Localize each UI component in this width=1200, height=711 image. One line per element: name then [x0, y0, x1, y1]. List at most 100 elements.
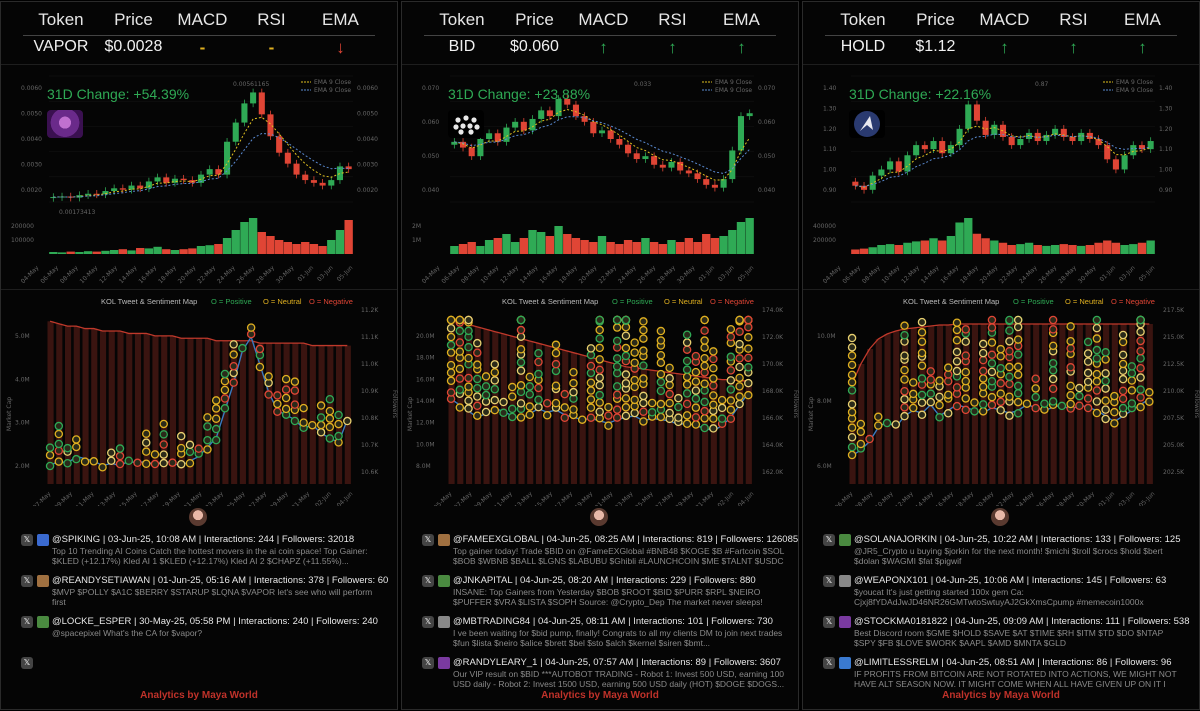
price-chart[interactable]: 0.070 0.070 0.060 0.060 0.050 0.050 0.040 0.040… — [402, 68, 800, 286]
legend-positive: O = Positive — [211, 297, 252, 306]
tweet-item[interactable]: 𝕏 @RANDYLEARY_1 | 04-Jun-25, 07:57 AM | I… — [422, 655, 788, 695]
tweet-header[interactable]: @STOCKMA0181822 | 04-Jun-25, 09:09 AM | … — [854, 616, 1190, 627]
tweet-header[interactable]: @MBTRADING84 | 04-Jun-25, 08:11 AM | Int… — [453, 616, 773, 627]
date-tick: 10-May — [480, 264, 501, 285]
token-row[interactable]: VAPOR $0.0028 - - ↓ — [23, 38, 375, 60]
tweet-header[interactable]: @WEAPONX101 | 04-Jun-25, 10:06 AM | Inte… — [854, 575, 1167, 586]
x-logo-icon[interactable]: 𝕏 — [823, 616, 835, 628]
candle — [451, 141, 458, 145]
candle — [232, 122, 239, 142]
tweet-bubble — [847, 333, 857, 343]
tweet-bubble — [343, 416, 352, 426]
tweet-item[interactable]: 𝕏 @MBTRADING84 | 04-Jun-25, 08:11 AM | In… — [422, 614, 788, 654]
tweet-header[interactable]: @FAMEEXGLOBAL | 04-Jun-25, 08:25 AM | In… — [453, 534, 799, 545]
token-symbol: BID — [448, 38, 476, 55]
x-logo-icon[interactable]: 𝕏 — [823, 575, 835, 587]
price-chart[interactable]: 1.40 1.40 1.30 1.30 1.20 1.20 1.10 1.10 1.00 1.00… — [803, 68, 1200, 286]
tweet-bubble — [1101, 348, 1110, 357]
followers-axis-tick: 168.0K — [762, 388, 784, 395]
tweet-bubble — [446, 368, 456, 377]
tweet-header[interactable]: @LIMITLESSRELM | 04-Jun-25, 08:51 AM | I… — [854, 657, 1172, 668]
tweet-header[interactable]: @REANDYSETIAWAN | 01-Jun-25, 05:16 AM | … — [52, 575, 389, 586]
candle — [956, 128, 963, 146]
tweet-list: 𝕏 @FAMEEXGLOBAL | 04-Jun-25, 08:25 AM | I… — [422, 532, 798, 696]
sentiment-date-tick: 06-May — [834, 490, 855, 506]
tweet-item[interactable]: 𝕏 — [21, 655, 387, 695]
sentiment-map-chart[interactable]: KOL Tweet & Sentiment Map O = Positive O =… — [402, 294, 800, 506]
x-logo-icon[interactable]: 𝕏 — [21, 534, 33, 546]
tweet-bubble — [334, 419, 343, 429]
volume-axis-tick: 200000 — [11, 223, 34, 230]
tweet-bubble — [856, 427, 866, 437]
col-macd: MACD — [177, 10, 228, 29]
tweet-header[interactable]: @LOCKE_ESPER | 30-May-25, 05:58 PM | Int… — [52, 616, 378, 627]
tweet-item[interactable]: 𝕏 @LIMITLESSRELM | 04-Jun-25, 08:51 AM | … — [823, 655, 1189, 695]
token-row[interactable]: BID $0.060 ↑ ↑ ↑ — [424, 38, 776, 60]
tweet-bubble — [621, 411, 631, 421]
tweet-item[interactable]: 𝕏 @SOLANAJORKIN | 04-Jun-25, 10:22 AM | I… — [823, 532, 1189, 572]
x-logo-icon[interactable]: 𝕏 — [422, 616, 434, 628]
tweet-bubble — [481, 390, 491, 400]
followers-bar — [73, 326, 80, 484]
x-logo-icon[interactable]: 𝕏 — [21, 616, 33, 628]
tweet-bubble — [1136, 327, 1145, 337]
tweet-item[interactable]: 𝕏 @STOCKMA0181822 | 04-Jun-25, 09:09 AM |… — [823, 614, 1189, 654]
tweet-bubble — [700, 315, 709, 325]
maya-avatar-icon — [590, 508, 608, 526]
price-chart[interactable]: 0.0060 0.0060 0.0050 0.0050 0.0040 0.0040 0.00… — [1, 68, 399, 286]
x-logo-icon[interactable]: 𝕏 — [21, 575, 33, 587]
legend-negative: O = Negative — [710, 297, 754, 306]
tweet-bubble — [1066, 336, 1075, 346]
tweet-bubble — [917, 398, 927, 407]
tweet-header[interactable]: @SPIKING | 03-Jun-25, 10:08 AM | Interac… — [52, 534, 355, 545]
tweet-header[interactable]: @JNKAPITAL | 04-Jun-25, 08:20 AM | Inter… — [453, 575, 756, 586]
tweet-bubble — [1013, 409, 1023, 418]
volume-bar — [1137, 242, 1147, 254]
date-tick: 01-Jun — [1098, 264, 1117, 283]
volume-bar — [344, 220, 353, 254]
tweet-item[interactable]: 𝕏 @JNKAPITAL | 04-Jun-25, 08:20 AM | Inte… — [422, 573, 788, 613]
sentiment-map-chart[interactable]: KOL Tweet & Sentiment Map O = Positive O =… — [1, 294, 399, 506]
mcap-axis-tick: 16.0M — [416, 376, 435, 383]
x-logo-icon[interactable]: 𝕏 — [21, 657, 33, 669]
candle — [1104, 145, 1111, 160]
candle — [520, 121, 527, 131]
tweet-bubble — [1066, 391, 1075, 400]
tweet-bubble — [847, 400, 857, 409]
tweet-bubble — [586, 368, 596, 378]
tweet-item[interactable]: 𝕏 @FAMEEXGLOBAL | 04-Jun-25, 08:25 AM | I… — [422, 532, 798, 572]
sentiment-date-tick: 30-May — [1075, 490, 1096, 506]
x-logo-icon[interactable]: 𝕏 — [422, 534, 434, 546]
tweet-bubble — [961, 376, 970, 386]
x-logo-icon[interactable]: 𝕏 — [823, 657, 835, 669]
tweet-header[interactable]: @SOLANAJORKIN | 04-Jun-25, 10:22 AM | In… — [854, 534, 1181, 545]
tweet-item[interactable]: 𝕏 @LOCKE_ESPER | 30-May-25, 05:58 PM | In… — [21, 614, 387, 654]
tweet-bubble — [647, 408, 657, 417]
token-price: $0.060 — [509, 38, 559, 55]
sentiment-date-tick: 15-May — [118, 490, 139, 506]
tweet-bubble — [900, 365, 909, 375]
tweet-item[interactable]: 𝕏 @SPIKING | 03-Jun-25, 10:08 AM | Intera… — [21, 532, 387, 572]
x-logo-icon[interactable]: 𝕏 — [422, 575, 434, 587]
tweet-bubble — [577, 415, 587, 424]
sentiment-date-tick: 08-May — [854, 490, 875, 506]
x-logo-icon[interactable]: 𝕏 — [823, 534, 835, 546]
x-logo-icon[interactable]: 𝕏 — [422, 657, 434, 669]
tweet-bubble — [709, 424, 718, 433]
sentiment-map-chart[interactable]: KOL Tweet & Sentiment Map O = Positive O =… — [803, 294, 1200, 506]
col-ema: EMA — [723, 10, 760, 29]
divider — [1, 64, 397, 65]
tweet-bubble — [612, 354, 622, 363]
tweet-bubble — [45, 443, 55, 452]
col-token: Token — [439, 10, 485, 29]
tweet-bubble — [133, 458, 142, 468]
tweet-bubble — [943, 376, 953, 386]
tweet-item[interactable]: 𝕏 @WEAPONX101 | 04-Jun-25, 10:06 AM | Int… — [823, 573, 1189, 613]
token-panel: Token Price MACD RSI EMA HOLD $1.12 ↑ ↑ … — [802, 1, 1200, 710]
tweet-bubble — [159, 458, 168, 468]
tweet-bubble — [935, 392, 944, 402]
tweet-item[interactable]: 𝕏 @REANDYSETIAWAN | 01-Jun-25, 05:16 AM |… — [21, 573, 389, 613]
date-tick: 05-Jun — [737, 264, 756, 283]
tweet-header[interactable]: @RANDYLEARY_1 | 04-Jun-25, 07:57 AM | In… — [453, 657, 781, 668]
token-row[interactable]: HOLD $1.12 ↑ ↑ ↑ — [825, 38, 1177, 60]
